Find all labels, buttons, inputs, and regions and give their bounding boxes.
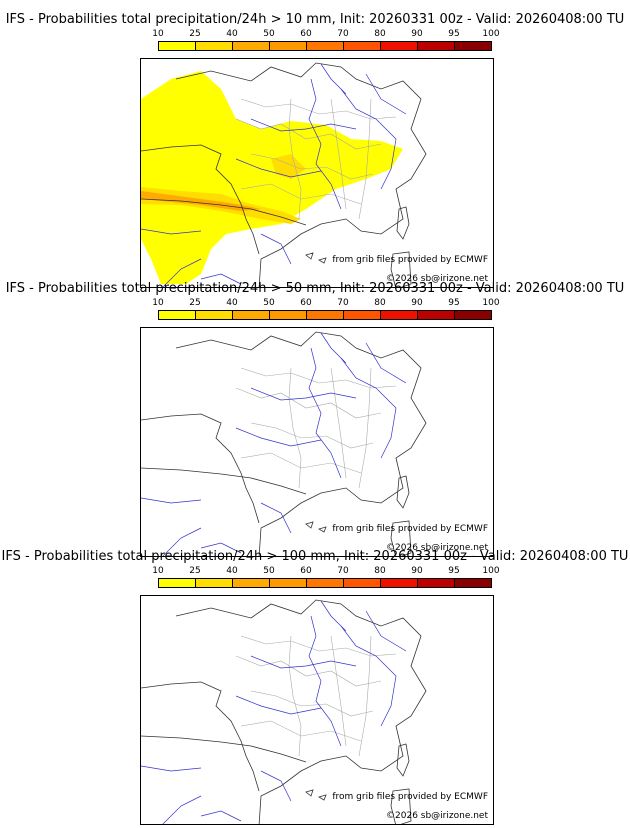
credit-text: from grib files provided by ECMWF <box>332 255 488 265</box>
legend-swatch <box>270 579 307 587</box>
legend-tick: 10 <box>152 298 164 308</box>
map-area: from grib files provided by ECMWF ©2026 … <box>140 595 494 825</box>
map-svg <box>141 62 427 287</box>
legend-swatch <box>455 311 491 319</box>
credit-text: from grib files provided by ECMWF <box>332 792 488 802</box>
copyright-text: ©2026 sb@irizone.net <box>386 543 488 553</box>
legend-swatch <box>196 579 233 587</box>
legend-tick: 25 <box>189 298 201 308</box>
legend-tick: 25 <box>189 29 201 39</box>
legend-tick: 100 <box>482 29 500 39</box>
legend-tick: 90 <box>411 566 423 576</box>
legend-tick: 60 <box>300 566 312 576</box>
legend-swatch <box>344 579 381 587</box>
map-svg <box>141 331 427 556</box>
legend-swatch <box>233 42 270 50</box>
legend-swatch <box>307 42 344 50</box>
legend-tick: 100 <box>482 298 500 308</box>
legend-tick: 25 <box>189 566 201 576</box>
legend-tick: 70 <box>337 29 349 39</box>
legend-tick: 10 <box>152 29 164 39</box>
legend-swatch <box>159 311 196 319</box>
legend-tick: 60 <box>300 29 312 39</box>
legend-tick: 100 <box>482 566 500 576</box>
legend-swatch <box>233 579 270 587</box>
legend-swatch <box>159 579 196 587</box>
legend-swatch <box>233 311 270 319</box>
legend-swatch <box>381 311 418 319</box>
legend-tick: 90 <box>411 29 423 39</box>
copyright-text: ©2026 sb@irizone.net <box>386 274 488 284</box>
legend-swatch <box>455 579 491 587</box>
legend-ticks: 10 25 40 50 60 70 80 90 95 100 <box>152 29 499 40</box>
copyright-text: ©2026 sb@irizone.net <box>386 811 488 821</box>
legend-swatch <box>159 42 196 50</box>
legend-tick: 80 <box>374 29 386 39</box>
legend-swatch <box>418 42 455 50</box>
panel-title: IFS - Probabilities total precipitation/… <box>1 549 629 564</box>
legend-tick: 80 <box>374 566 386 576</box>
map-area: from grib files provided by ECMWF ©2026 … <box>140 327 494 557</box>
legend-ticks: 10 25 40 50 60 70 80 90 95 100 <box>152 566 499 577</box>
legend-tick: 70 <box>337 298 349 308</box>
precip-overlay <box>141 71 403 284</box>
legend-swatch <box>307 311 344 319</box>
legend-tick: 50 <box>263 566 275 576</box>
legend-tick: 70 <box>337 566 349 576</box>
legend-swatch <box>196 311 233 319</box>
legend-tick: 95 <box>448 566 460 576</box>
legend-tick: 90 <box>411 298 423 308</box>
legend-tick: 95 <box>448 298 460 308</box>
map-area: from grib files provided by ECMWF ©2026 … <box>140 58 494 288</box>
panel-title: IFS - Probabilities total precipitation/… <box>5 12 625 27</box>
legend-swatch <box>270 311 307 319</box>
legend-swatch <box>344 42 381 50</box>
legend-swatch <box>455 42 491 50</box>
legend-swatch <box>344 311 381 319</box>
legend-tick: 40 <box>226 29 238 39</box>
legend-color-scale <box>158 578 492 588</box>
legend-tick: 80 <box>374 298 386 308</box>
credit-text: from grib files provided by ECMWF <box>332 524 488 534</box>
legend-tick: 60 <box>300 298 312 308</box>
legend-swatch <box>270 42 307 50</box>
legend-tick: 40 <box>226 566 238 576</box>
legend-swatch <box>381 42 418 50</box>
legend-tick: 40 <box>226 298 238 308</box>
legend-swatch <box>381 579 418 587</box>
legend-tick: 10 <box>152 566 164 576</box>
legend-swatch <box>418 311 455 319</box>
legend-tick: 95 <box>448 29 460 39</box>
legend-ticks: 10 25 40 50 60 70 80 90 95 100 <box>152 298 499 309</box>
legend-swatch <box>196 42 233 50</box>
map-panel-50mm: IFS - Probabilities total precipitation/… <box>0 281 630 557</box>
legend-swatch <box>418 579 455 587</box>
legend-color-scale <box>158 41 492 51</box>
map-svg <box>141 599 427 824</box>
legend-tick: 50 <box>263 298 275 308</box>
legend-swatch <box>307 579 344 587</box>
legend-tick: 50 <box>263 29 275 39</box>
map-panel-100mm: IFS - Probabilities total precipitation/… <box>0 549 630 825</box>
legend-color-scale <box>158 310 492 320</box>
panel-title: IFS - Probabilities total precipitation/… <box>5 281 625 296</box>
map-panel-10mm: IFS - Probabilities total precipitation/… <box>0 12 630 288</box>
